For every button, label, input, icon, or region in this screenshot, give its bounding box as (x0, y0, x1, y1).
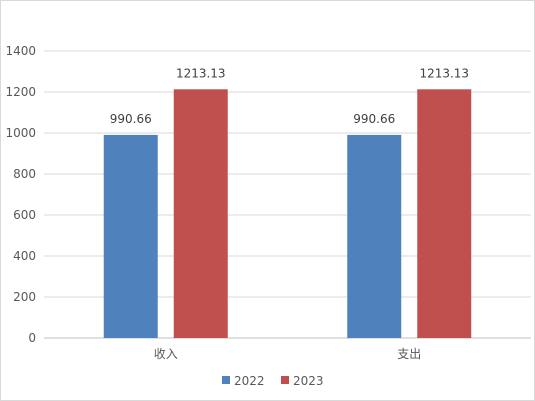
data-label: 990.66 (353, 112, 395, 126)
y-tick-label: 1400 (5, 44, 36, 58)
y-tick-label: 800 (13, 167, 36, 181)
bar-2023-1 (417, 89, 472, 338)
bar-2023-0 (173, 89, 228, 338)
y-tick-label: 200 (13, 290, 36, 304)
data-label: 990.66 (110, 112, 152, 126)
legend-swatch-2022 (222, 376, 230, 384)
bar-2022-0 (103, 134, 158, 338)
legend-label: 2023 (293, 374, 324, 388)
x-category-label: 收入 (154, 347, 178, 361)
y-tick-label: 600 (13, 208, 36, 222)
legend-label: 2022 (234, 374, 265, 388)
y-tick-label: 1200 (5, 85, 36, 99)
legend-swatch-2023 (281, 376, 289, 384)
y-tick-label: 400 (13, 249, 36, 263)
data-label: 1213.13 (419, 66, 469, 80)
y-tick-label: 1000 (5, 126, 36, 140)
y-tick-label: 0 (28, 331, 36, 345)
bar-2022-1 (347, 134, 402, 338)
x-category-label: 支出 (397, 347, 421, 361)
data-label: 1213.13 (176, 66, 226, 80)
